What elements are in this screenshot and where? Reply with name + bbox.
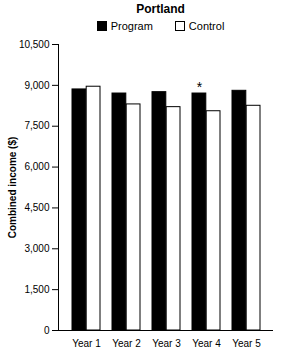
html-text:Program: Program [110,20,153,32]
svg-text:9,000: 9,000 [24,80,49,91]
svg-text:*: * [197,79,203,95]
svg-text:6,000: 6,000 [24,161,49,172]
svg-text:3,000: 3,000 [24,243,49,254]
svg-text:Year 5: Year 5 [232,338,261,349]
svg-text:Year 1: Year 1 [72,338,101,349]
svg-text:10,500: 10,500 [19,39,50,50]
svg-text:Combined income ($): Combined income ($) [7,137,18,239]
svg-text:Year 2: Year 2 [112,338,141,349]
html-text:Portland: Portland [136,2,185,16]
svg-text:Year 3: Year 3 [152,338,181,349]
html-text:Control: Control [188,20,225,32]
svg-text:0: 0 [44,325,50,336]
svg-text:4,500: 4,500 [24,202,49,213]
svg-text:1,500: 1,500 [24,284,49,295]
svg-text:Year 4: Year 4 [192,338,221,349]
svg-text:7,500: 7,500 [24,120,49,131]
